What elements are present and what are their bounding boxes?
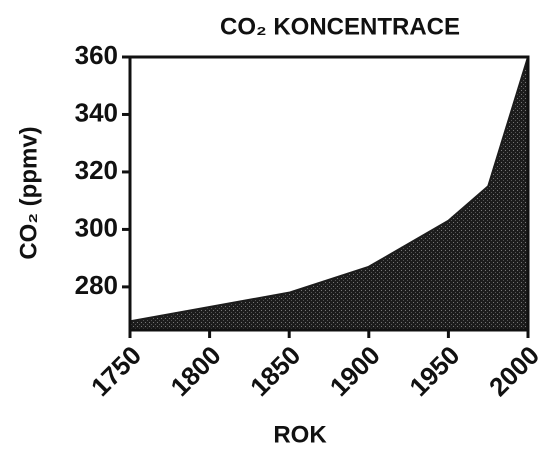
y-tick-label: 300	[75, 212, 118, 242]
x-axis-label: ROK	[273, 421, 327, 448]
y-tick-label: 320	[75, 155, 118, 185]
y-tick-label: 340	[75, 97, 118, 127]
x-tick-label: 1950	[403, 340, 465, 402]
chart-title: CO₂ KONCENTRACE	[220, 13, 460, 40]
x-tick-label: 2000	[483, 340, 545, 402]
plot-frame	[128, 55, 530, 332]
x-tick-label: 1750	[85, 340, 147, 402]
x-tick-label: 1900	[324, 340, 386, 402]
x-tick-label: 1850	[244, 340, 306, 402]
y-axis-label: CO₂ (ppmv)	[15, 126, 42, 259]
area	[129, 56, 529, 331]
x-tick-label: 1800	[165, 340, 227, 402]
y-tick-label: 360	[75, 40, 118, 70]
y-tick-label: 280	[75, 270, 118, 300]
